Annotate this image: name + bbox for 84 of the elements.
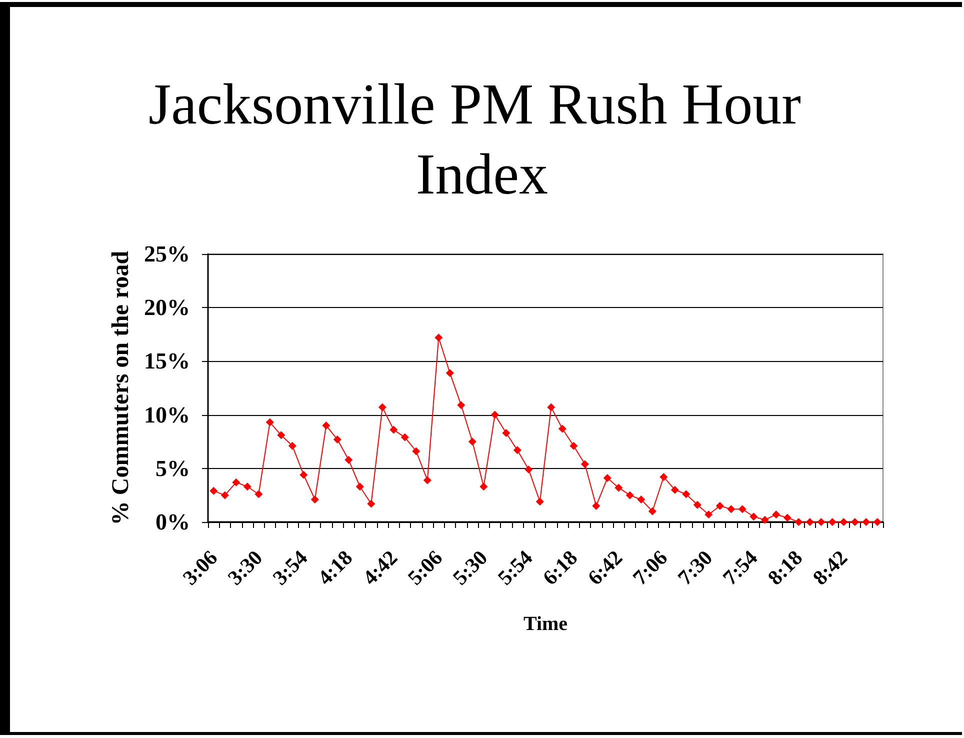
point [738, 505, 746, 514]
point [513, 446, 522, 454]
point [704, 510, 713, 518]
y-axis-title: % Commuters on the road [108, 250, 134, 526]
point [232, 478, 240, 486]
point [502, 429, 510, 438]
point [378, 403, 386, 412]
point [862, 518, 870, 526]
point [220, 491, 229, 500]
point [660, 472, 668, 481]
point [524, 465, 533, 474]
point [750, 512, 758, 521]
x-tick-label: 6:18 [538, 546, 582, 590]
point [592, 502, 600, 510]
y-tick-label: 15% [144, 348, 190, 374]
x-tick-label: 3:30 [222, 546, 268, 590]
x-axis-title: Time [523, 613, 568, 635]
point [300, 470, 308, 479]
point [457, 401, 466, 410]
point [603, 474, 612, 482]
point [873, 518, 882, 526]
x-tick-label: 7:54 [718, 545, 762, 590]
point [446, 368, 454, 377]
y-tick-label: 20% [144, 295, 190, 320]
point [840, 518, 848, 526]
point [828, 518, 836, 526]
point [210, 486, 218, 495]
point [344, 456, 353, 464]
point [727, 505, 736, 514]
point [682, 490, 690, 498]
point [794, 518, 803, 526]
point [783, 514, 792, 522]
x-tick-label: 8:18 [762, 546, 808, 590]
point [310, 495, 319, 504]
point [670, 486, 679, 494]
y-tick-label: 5% [156, 456, 190, 481]
point [277, 431, 286, 440]
point [716, 502, 724, 510]
x-tick-label: 6:42 [582, 546, 628, 590]
y-tick-label: 25% [144, 242, 190, 266]
point [570, 442, 578, 450]
point [423, 476, 432, 484]
x-tick-label: 8:42 [808, 546, 852, 590]
point [626, 491, 634, 500]
x-tick-label: 5:54 [492, 545, 538, 590]
point [434, 334, 443, 342]
x-tick-label: 7:06 [628, 546, 672, 590]
point [806, 518, 814, 526]
point [580, 460, 589, 468]
x-tick-label: 5:30 [448, 546, 492, 590]
point [490, 410, 499, 419]
point [648, 507, 656, 516]
point [412, 447, 420, 456]
y-tick-label: 0% [156, 510, 190, 534]
point [693, 500, 702, 509]
y-tick-label: 10% [144, 402, 190, 428]
x-tick-label: 4:18 [312, 546, 358, 590]
point [356, 482, 364, 491]
point [243, 482, 252, 491]
point [390, 426, 398, 434]
point [760, 516, 769, 524]
x-tick-label: 7:30 [672, 546, 718, 590]
chart-title: Jacksonville PM Rush Hour Index [148, 72, 816, 206]
point [558, 424, 566, 433]
point [254, 490, 263, 498]
point [547, 403, 556, 412]
point [637, 495, 646, 504]
x-tick-label: 4:42 [358, 546, 402, 590]
point [288, 442, 296, 450]
x-tick-label: 3:54 [268, 545, 312, 590]
point [480, 482, 488, 491]
point [266, 418, 274, 426]
point [322, 422, 330, 430]
x-tick-label: 3:06 [178, 546, 222, 590]
point [850, 518, 859, 526]
point [333, 435, 342, 444]
point [468, 438, 476, 446]
point [400, 433, 409, 442]
point [772, 510, 780, 518]
point [536, 498, 544, 506]
point [614, 484, 623, 492]
point [817, 518, 826, 526]
x-tick-label: 5:06 [402, 546, 448, 590]
point [367, 500, 376, 508]
